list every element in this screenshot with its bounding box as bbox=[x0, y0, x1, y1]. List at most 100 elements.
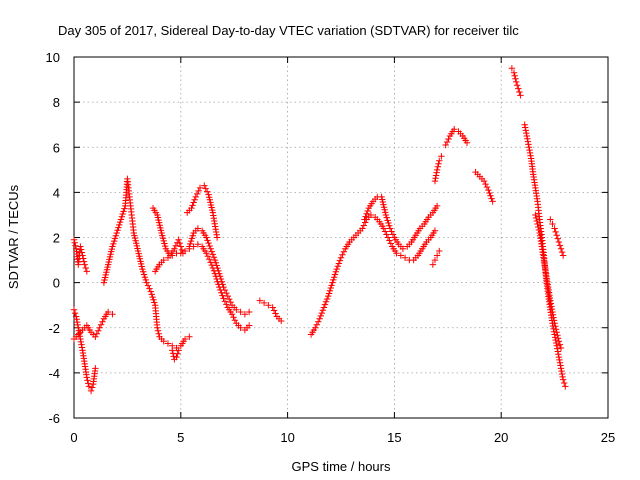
data-point bbox=[190, 199, 197, 206]
data-point bbox=[230, 314, 237, 321]
data-point bbox=[316, 315, 323, 322]
data-point bbox=[81, 261, 88, 268]
data-point bbox=[227, 298, 234, 306]
data-point bbox=[73, 316, 80, 323]
series-arc7 bbox=[151, 241, 253, 334]
data-point bbox=[104, 308, 112, 316]
data-point bbox=[334, 263, 341, 270]
data-point bbox=[217, 275, 225, 283]
data-point bbox=[431, 227, 439, 234]
series-arc16 bbox=[472, 168, 496, 205]
data-point bbox=[219, 281, 226, 288]
data-point bbox=[559, 376, 567, 383]
axis-ticks: 0 5 10 15 20 25 -6 -4 -2 0 2 4 6 8 10 bbox=[46, 50, 616, 445]
data-point bbox=[312, 324, 319, 331]
data-point bbox=[318, 309, 325, 317]
y-tick-label: -2 bbox=[48, 321, 60, 336]
data-point bbox=[218, 278, 226, 285]
data-point bbox=[155, 330, 162, 337]
data-point bbox=[523, 132, 531, 140]
data-point bbox=[141, 274, 149, 281]
series-arc6 bbox=[169, 347, 182, 363]
data-point bbox=[325, 290, 333, 297]
chart-title: Day 305 of 2017, Sidereal Day-to-day VTE… bbox=[58, 23, 519, 38]
data-point bbox=[143, 279, 150, 286]
data-point bbox=[432, 175, 439, 182]
data-point bbox=[223, 301, 230, 308]
data-point bbox=[554, 345, 561, 352]
series-arc2 bbox=[70, 306, 99, 395]
data-point bbox=[203, 250, 210, 257]
data-point bbox=[552, 326, 560, 333]
data-point bbox=[548, 305, 556, 313]
data-point bbox=[110, 240, 117, 248]
data-point bbox=[385, 219, 392, 227]
data-point bbox=[164, 340, 172, 347]
data-point bbox=[204, 237, 211, 244]
data-point bbox=[83, 268, 91, 275]
data-point bbox=[72, 242, 79, 249]
data-point bbox=[164, 254, 172, 262]
data-point bbox=[320, 304, 328, 311]
data-point bbox=[85, 380, 92, 387]
data-point bbox=[207, 245, 214, 252]
data-point bbox=[93, 330, 100, 337]
data-point bbox=[148, 291, 155, 298]
data-point bbox=[367, 211, 375, 219]
data-point bbox=[525, 141, 532, 148]
data-point bbox=[219, 292, 226, 299]
data-point bbox=[214, 264, 221, 272]
data-point bbox=[321, 301, 329, 308]
data-point bbox=[181, 335, 189, 343]
data-point bbox=[489, 198, 496, 205]
data-point bbox=[76, 333, 84, 340]
data-point bbox=[313, 321, 320, 328]
data-point bbox=[174, 350, 181, 357]
data-point bbox=[80, 255, 87, 262]
data-point bbox=[71, 309, 79, 317]
data-point bbox=[486, 189, 493, 197]
data-point bbox=[241, 311, 249, 318]
data-point bbox=[435, 160, 442, 167]
data-point bbox=[559, 252, 567, 259]
data-point bbox=[328, 282, 335, 289]
data-point bbox=[237, 308, 244, 316]
data-point bbox=[269, 304, 276, 311]
data-point bbox=[554, 348, 562, 355]
series-arc17 bbox=[508, 65, 524, 99]
data-point bbox=[483, 183, 491, 191]
data-point bbox=[206, 242, 213, 250]
data-point bbox=[140, 271, 148, 278]
data-point bbox=[534, 220, 541, 228]
data-point bbox=[71, 239, 78, 246]
data-point bbox=[83, 374, 91, 381]
data-point bbox=[216, 273, 224, 280]
data-point bbox=[188, 204, 195, 212]
data-point bbox=[383, 231, 390, 238]
data-point bbox=[434, 163, 442, 171]
data-point bbox=[431, 256, 439, 264]
data-point bbox=[556, 341, 564, 348]
data-point bbox=[442, 141, 449, 149]
data-point bbox=[317, 312, 324, 320]
data-point bbox=[339, 251, 346, 258]
data-point bbox=[192, 193, 199, 201]
data-point bbox=[521, 121, 528, 128]
data-point bbox=[555, 338, 563, 345]
data-point bbox=[526, 146, 533, 154]
y-tick-label: 4 bbox=[53, 185, 60, 200]
data-point bbox=[78, 249, 86, 256]
data-point bbox=[231, 317, 239, 324]
data-point bbox=[245, 322, 253, 329]
data-point bbox=[77, 338, 85, 346]
data-point bbox=[245, 308, 253, 316]
data-point bbox=[188, 235, 196, 242]
data-point bbox=[359, 225, 366, 232]
data-point bbox=[220, 283, 227, 291]
data-point bbox=[205, 239, 212, 247]
data-point bbox=[382, 211, 390, 219]
data-point bbox=[532, 211, 539, 219]
data-point bbox=[553, 232, 560, 239]
data-point bbox=[265, 301, 272, 309]
